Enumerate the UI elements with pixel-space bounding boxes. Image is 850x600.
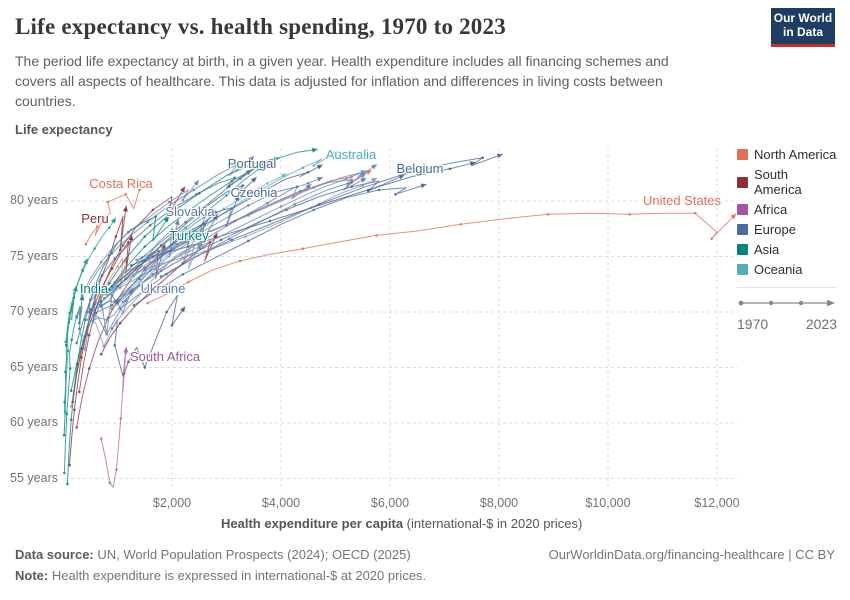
series-ireland bbox=[103, 171, 364, 300]
y-tick-60: 60 years bbox=[10, 415, 58, 429]
chart-footer: Data source: UN, World Population Prospe… bbox=[15, 547, 835, 583]
country-label-peru[interactable]: Peru bbox=[81, 211, 109, 226]
legend-item-europe[interactable]: Europe bbox=[737, 222, 837, 237]
series-latvia bbox=[87, 244, 200, 347]
series-finland bbox=[111, 178, 320, 310]
y-tick-55: 55 years bbox=[10, 470, 58, 485]
data-source-label: Data source: bbox=[15, 547, 94, 562]
series-russia bbox=[111, 294, 184, 377]
y-tick-65: 65 years bbox=[10, 359, 58, 374]
y-axis-title: Life expectancy bbox=[15, 122, 113, 137]
legend-label: Asia bbox=[754, 242, 780, 257]
legend-label: Oceania bbox=[754, 262, 803, 277]
series-sweden bbox=[136, 166, 375, 261]
legend-item-asia[interactable]: Asia bbox=[737, 242, 837, 257]
legend-label: Europe bbox=[754, 222, 796, 237]
country-label-czechia[interactable]: Czechia bbox=[230, 185, 278, 200]
x-axis-title-unit: (international-$ in 2020 prices) bbox=[403, 516, 583, 531]
timeline-end-year: 2023 bbox=[805, 316, 837, 332]
series-slovenia bbox=[100, 179, 255, 303]
country-label-belgium[interactable]: Belgium bbox=[396, 161, 444, 176]
x-tick-6000: $6,000 bbox=[370, 496, 410, 510]
y-tick-80: 80 years bbox=[10, 193, 58, 207]
legend-label: South America bbox=[754, 167, 802, 197]
country-label-australia[interactable]: Australia bbox=[325, 147, 377, 162]
x-tick-4000: $4,000 bbox=[261, 496, 301, 510]
series-colombia bbox=[72, 238, 132, 403]
legend-item-south-america[interactable]: South America bbox=[737, 167, 837, 197]
note-text: Health expenditure is expressed in inter… bbox=[48, 568, 427, 583]
series-new-zealand bbox=[103, 175, 285, 295]
series-indonesia bbox=[63, 298, 83, 474]
legend-swatch bbox=[737, 149, 748, 160]
x-tick-10000: $10,000 bbox=[585, 496, 631, 510]
x-tick-8000: $8,000 bbox=[479, 496, 519, 510]
legend-swatch bbox=[737, 224, 748, 235]
page-title: Life expectancy vs. health spending, 197… bbox=[15, 14, 506, 39]
country-label-ukraine[interactable]: Ukraine bbox=[140, 281, 186, 296]
country-label-south-africa[interactable]: South Africa bbox=[129, 349, 201, 364]
country-label-slovakia[interactable]: Slovakia bbox=[165, 204, 215, 219]
legend-items: North America South America Africa Europe As… bbox=[737, 147, 837, 277]
y-tick-75: 75 years bbox=[10, 248, 58, 263]
series-slovakia bbox=[87, 222, 178, 313]
series-estonia bbox=[89, 211, 214, 335]
x-axis-title-main: Health expenditure per capita bbox=[221, 516, 404, 531]
data-source-line: Data source: UN, World Population Prospe… bbox=[15, 547, 411, 562]
timeline-start-year: 1970 bbox=[737, 316, 769, 332]
chart-subtitle: The period life expectancy at birth, in … bbox=[15, 53, 669, 109]
series-switzerland bbox=[160, 155, 500, 277]
legend-swatch bbox=[737, 176, 748, 188]
legend-divider bbox=[737, 287, 837, 288]
series-austria bbox=[119, 179, 364, 310]
legend-label: North America bbox=[754, 147, 837, 162]
continent-legend: North America South America Africa Europe As… bbox=[737, 147, 837, 332]
legend-swatch bbox=[737, 264, 748, 275]
legend-item-north-america[interactable]: North America bbox=[737, 147, 837, 162]
owid-link[interactable]: OurWorldinData.org/financing-healthcare … bbox=[548, 547, 835, 562]
series-norway bbox=[130, 162, 473, 266]
series-spain bbox=[87, 158, 252, 289]
owid-logo-line2: in Data bbox=[782, 25, 823, 39]
legend-label: Africa bbox=[754, 202, 788, 217]
legend-item-africa[interactable]: Africa bbox=[737, 202, 837, 217]
legend-swatch bbox=[737, 204, 748, 215]
x-tick-2000: $2,000 bbox=[152, 496, 192, 510]
series-peru bbox=[69, 209, 127, 466]
series-united-kingdom bbox=[108, 186, 309, 292]
y-tick-70: 70 years bbox=[10, 304, 58, 318]
legend-swatch bbox=[737, 244, 748, 255]
country-label-turkey[interactable]: Turkey bbox=[169, 228, 209, 243]
series-denmark bbox=[133, 179, 375, 275]
x-axis-title: Health expenditure per capita (internati… bbox=[221, 516, 583, 531]
timeline-arrow bbox=[738, 299, 835, 307]
series-united-states bbox=[147, 212, 734, 304]
series-costa-rica bbox=[85, 185, 148, 245]
country-label-united-states[interactable]: United States bbox=[642, 193, 722, 208]
note-label: Note: bbox=[15, 568, 49, 583]
owid-logo[interactable]: Our World in Data bbox=[771, 8, 835, 47]
legend-item-oceania[interactable]: Oceania bbox=[737, 262, 837, 277]
x-tick-12000: $12,000 bbox=[694, 496, 740, 510]
series-india bbox=[63, 289, 76, 436]
series-germany bbox=[133, 185, 424, 306]
series-vietnam bbox=[65, 261, 87, 343]
series-portugal bbox=[76, 171, 249, 344]
series-south-africa bbox=[100, 350, 127, 488]
data-source-text: UN, World Population Prospects (2024); O… bbox=[93, 547, 411, 562]
series-japan bbox=[108, 149, 315, 291]
country-label-costa-rica[interactable]: Costa Rica bbox=[89, 176, 153, 191]
series-italy bbox=[106, 162, 263, 292]
country-label-portugal[interactable]: Portugal bbox=[227, 156, 277, 171]
owid-logo-line1: Our World bbox=[773, 11, 833, 26]
country-label-india[interactable]: India bbox=[79, 281, 109, 296]
